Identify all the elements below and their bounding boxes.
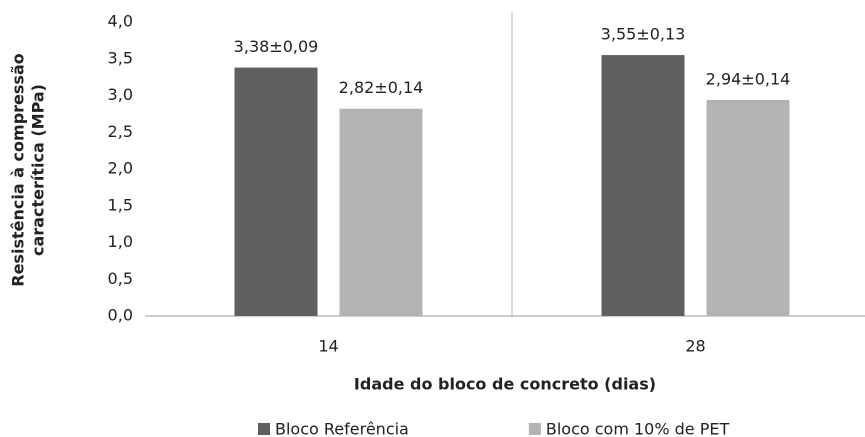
x-tick-label: 28 [685,337,705,356]
bar [601,55,685,316]
bar [234,67,318,316]
y-tick-label: 3,5 [108,48,133,67]
x-axis-title: Idade do bloco de concreto (dias) [354,375,656,394]
legend-swatch [528,423,541,435]
y-tick-label: 3,0 [108,85,133,104]
data-label: 3,55±0,13 [601,25,686,44]
bar [706,99,790,316]
y-tick-label: 1,0 [108,232,133,251]
data-label: 2,94±0,14 [706,69,791,88]
y-tick-label: 2,5 [108,122,133,141]
x-tick-label: 14 [318,337,338,356]
data-label: 3,38±0,09 [234,37,319,56]
legend-swatch [258,423,270,435]
y-axis-title-line: caracterítica (MPa) [29,84,48,256]
legend-label: Bloco Referência [275,420,409,437]
data-label: 2,82±0,14 [339,78,424,97]
y-axis-title-line: Resistência à compressão [9,53,28,286]
y-axis-title: Resistência à compressão caracterítica (… [9,53,48,286]
bar [339,108,423,316]
y-tick-label: 0,0 [108,306,133,325]
y-tick-label: 2,0 [108,159,133,178]
y-tick-label: 4,0 [108,12,133,31]
y-tick-label: 0,5 [108,269,133,288]
legend-label: Bloco com 10% de PET [546,420,730,437]
y-tick-label: 1,5 [108,195,133,214]
